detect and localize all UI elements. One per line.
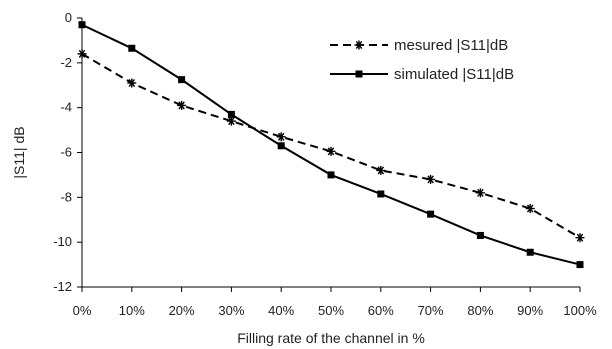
x-tick-label: 30% (218, 303, 244, 318)
data-point-square (476, 231, 484, 239)
y-tick-label: -6 (60, 145, 72, 160)
data-point-asterisk (326, 146, 336, 156)
data-point-square (277, 142, 285, 150)
data-point-square (128, 44, 136, 52)
legend-item: simulated |S11|dB (330, 66, 514, 83)
axes: 0 -2 -4 -6 -8 -10 -120% 10% 20% 30% 40% 50% 60% 70% 80… (53, 10, 597, 318)
data-point-asterisk (226, 116, 236, 126)
x-tick-label: 80% (467, 303, 493, 318)
series-layer (77, 21, 585, 269)
legend: mesured |S11|dB simulated |S11|dB (330, 37, 514, 83)
data-point-square (327, 171, 335, 179)
legend-label: mesured |S11|dB (394, 37, 508, 54)
x-axis-title: Filling rate of the channel in % (237, 330, 425, 346)
data-point-square (178, 76, 186, 84)
data-point-asterisk (475, 188, 485, 198)
data-point-square (355, 70, 363, 78)
data-point-square (427, 210, 435, 218)
data-point-square (526, 248, 534, 256)
data-point-asterisk (177, 100, 187, 110)
data-point-asterisk (276, 132, 286, 142)
data-point-asterisk (426, 174, 436, 184)
y-tick-label: 0 (65, 10, 72, 25)
x-tick-label: 10% (119, 303, 145, 318)
legend-item: mesured |S11|dB (330, 37, 508, 54)
data-point-square (576, 261, 584, 269)
x-tick-label: 40% (268, 303, 294, 318)
y-tick-label: -4 (60, 100, 72, 115)
series-line (81, 23, 581, 266)
data-point-square (227, 110, 235, 118)
data-point-asterisk (77, 49, 87, 59)
x-tick-label: 20% (169, 303, 195, 318)
data-point-asterisk (354, 40, 364, 50)
y-tick-label: -12 (53, 279, 72, 294)
y-axis-title: |S11| dB (11, 126, 27, 178)
data-point-asterisk (575, 233, 585, 243)
data-point-asterisk (376, 165, 386, 175)
x-tick-label: 70% (418, 303, 444, 318)
y-tick-label: -10 (53, 234, 72, 249)
y-tick-label: -8 (60, 189, 72, 204)
series-line (81, 53, 581, 239)
x-tick-label: 90% (517, 303, 543, 318)
data-point-asterisk (127, 78, 137, 88)
y-tick-label: -2 (60, 55, 72, 70)
data-point-asterisk (525, 204, 535, 214)
data-point-square (78, 21, 86, 29)
series-measured (77, 49, 585, 243)
x-tick-label: 0% (73, 303, 92, 318)
x-tick-label: 60% (368, 303, 394, 318)
x-tick-label: 50% (318, 303, 344, 318)
legend-label: simulated |S11|dB (394, 66, 514, 83)
series-simulated (78, 21, 584, 269)
data-point-square (377, 190, 385, 198)
x-tick-label: 100% (563, 303, 597, 318)
